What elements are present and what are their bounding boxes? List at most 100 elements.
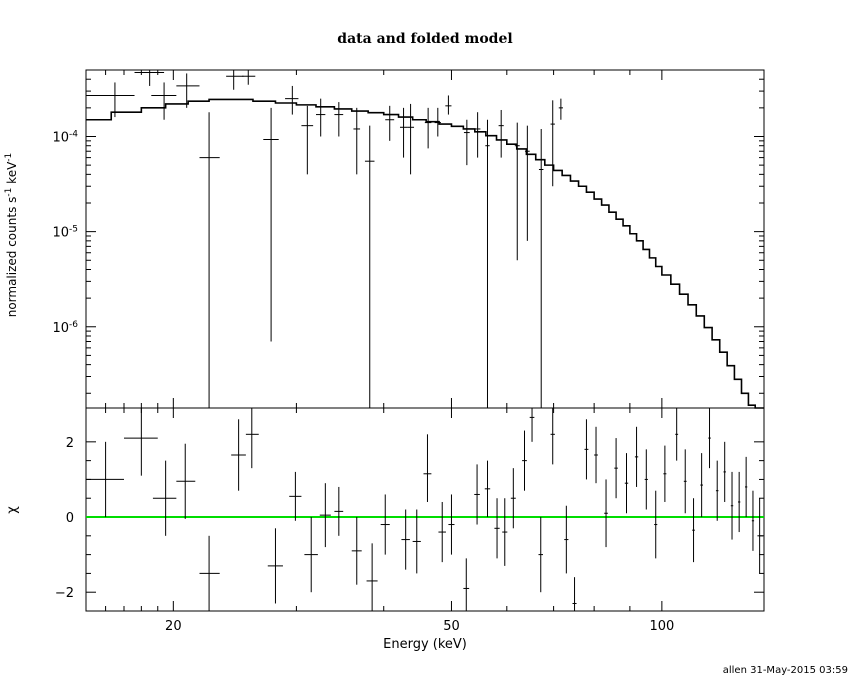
data-point [176,73,200,108]
y-tick-label-bottom: 2 [66,436,74,451]
data-point [151,82,177,120]
bottom-y-axis-label: χ [5,506,20,514]
data-point [463,119,470,166]
residual-point [267,528,283,604]
residual-point [351,517,362,585]
residual-point [675,408,679,461]
bottom-panel-ticks [85,408,764,611]
residual-point [522,430,527,491]
data-point [538,128,544,408]
data-point [385,105,395,141]
residual-point [708,408,711,469]
residual-point [245,408,259,469]
residual-point [334,486,344,536]
data-point [364,125,375,408]
residual-point [123,408,158,476]
residual-point [550,408,555,465]
data-point [315,98,326,137]
data-point [199,112,220,408]
data-point [407,103,415,175]
residual-point [644,449,648,510]
data-point [485,119,490,408]
residual-point [584,419,589,480]
y-tick-label-top: 10-6 [52,320,78,336]
data-point [399,107,408,158]
bottom-panel-residuals [86,408,763,611]
residual-point [692,498,695,563]
residual-point [723,441,726,502]
data-point [86,82,135,118]
data-point [334,102,344,137]
residual-point [412,509,421,574]
data-point [242,70,256,85]
data-point [514,122,520,261]
residual-point [463,558,470,611]
top-y-axis-label: normalized counts s-1 keV-1 [4,153,19,318]
residual-point [502,498,508,566]
residual-point [744,456,748,518]
x-tick-label: 50 [443,619,460,634]
residual-point [594,426,598,484]
residual-point [176,443,196,519]
x-tick-label: 20 [165,619,182,634]
model-curve [86,98,764,409]
footer-stamp: allen 31-May-2015 03:59 [723,665,848,676]
top-panel-model [86,98,764,409]
residual-point [737,471,741,533]
residual-point [572,577,577,611]
residual-point [751,490,755,551]
data-point [474,112,481,158]
data-point [226,70,244,90]
residual-point [474,464,480,525]
x-axis-label: Energy (keV) [383,637,467,652]
y-tick-label-bottom: 0 [66,511,74,526]
top-panel-data [86,70,563,408]
residual-point [401,509,410,570]
residual-point [366,543,378,611]
data-point [263,107,279,342]
residual-point [319,483,331,548]
residual-point [614,438,618,499]
residual-point [730,471,734,540]
residual-point [231,419,246,491]
data-point [301,105,314,175]
data-point [498,109,504,158]
residual-point [423,434,432,502]
residual-point [700,453,703,518]
residual-point [199,535,220,611]
data-point [353,107,361,175]
data-point [424,107,432,149]
residual-point [448,494,455,555]
residual-point [304,517,318,593]
residual-point [624,453,629,514]
residual-point [380,494,390,555]
residual-point [654,490,658,559]
residual-point [494,498,500,559]
residual-point [538,517,544,593]
residual-point [529,408,535,442]
residual-point [289,471,302,521]
residual-point [604,479,608,548]
x-tick-label: 100 [649,619,674,634]
data-point [445,95,452,115]
residual-point [86,441,124,518]
top-panel-ticks [85,69,764,408]
data-point [134,70,165,86]
residual-point [634,426,639,487]
data-point [524,125,530,241]
residual-point [683,449,687,514]
chart-title: data and folded model [337,31,512,47]
data-point [285,85,299,115]
data-point [550,100,555,187]
residual-point [152,460,177,536]
residual-point [564,505,569,574]
residual-point [757,498,763,574]
residual-point [510,468,516,529]
top-panel-frame [85,69,765,409]
residual-point [438,501,446,563]
bottom-panel-frame [85,407,765,612]
y-tick-label-top: 10-4 [52,129,78,145]
residual-point [484,460,491,518]
